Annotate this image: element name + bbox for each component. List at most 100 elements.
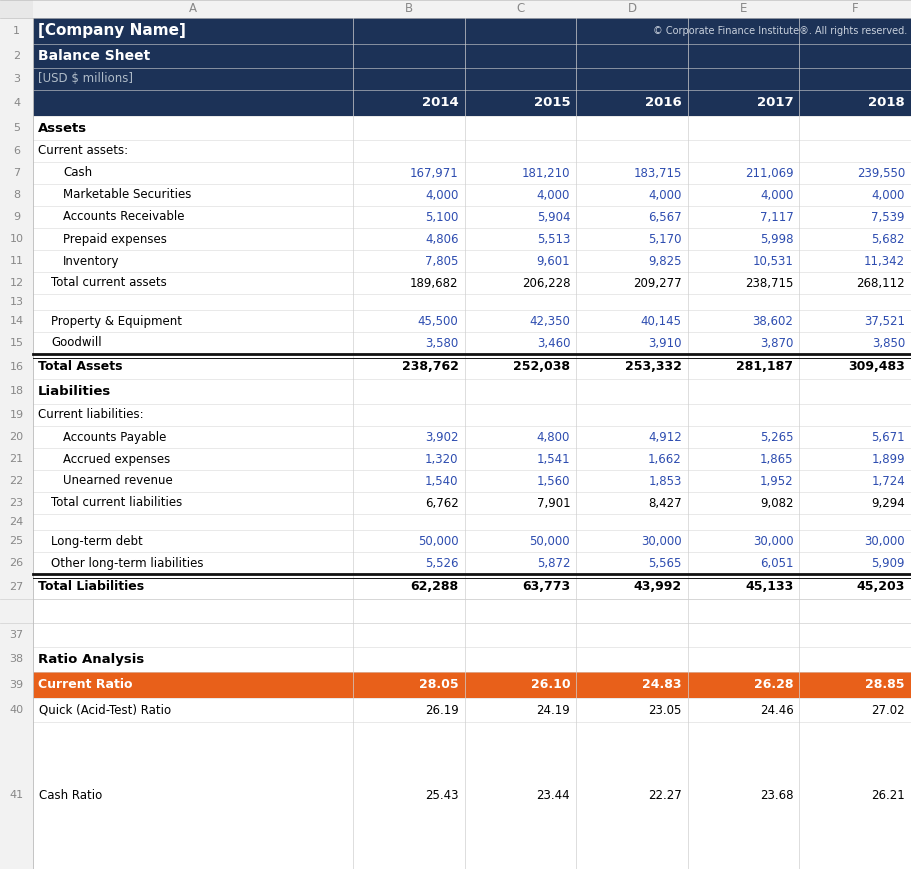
- Text: 1,952: 1,952: [760, 474, 793, 488]
- Text: 38: 38: [9, 654, 24, 665]
- Text: Accounts Receivable: Accounts Receivable: [63, 210, 185, 223]
- Text: 3,870: 3,870: [760, 336, 793, 349]
- Text: A: A: [189, 3, 197, 16]
- Bar: [33, 514, 911, 530]
- Text: 45,203: 45,203: [856, 580, 905, 593]
- Bar: [33, 354, 911, 379]
- Text: 4,000: 4,000: [760, 189, 793, 202]
- Text: 43,992: 43,992: [634, 580, 681, 593]
- Text: 268,112: 268,112: [856, 276, 905, 289]
- Text: 9,082: 9,082: [760, 496, 793, 509]
- Text: 10,531: 10,531: [752, 255, 793, 268]
- Bar: [33, 228, 911, 250]
- Text: 238,762: 238,762: [402, 360, 458, 373]
- Text: 5,265: 5,265: [760, 430, 793, 443]
- Text: [Company Name]: [Company Name]: [38, 23, 186, 38]
- Text: Accrued expenses: Accrued expenses: [63, 453, 170, 466]
- Bar: [33, 272, 911, 294]
- Bar: [33, 404, 911, 426]
- Bar: [0, 184, 33, 206]
- Text: 2018: 2018: [868, 96, 905, 109]
- Text: 1,662: 1,662: [648, 453, 681, 466]
- Text: Long-term debt: Long-term debt: [51, 534, 143, 547]
- Bar: [0, 294, 33, 310]
- Bar: [0, 379, 33, 404]
- Bar: [0, 272, 33, 294]
- Bar: [33, 250, 911, 272]
- Text: 8: 8: [13, 190, 20, 200]
- Text: 23.05: 23.05: [649, 704, 681, 717]
- Bar: [0, 404, 33, 426]
- Text: 30,000: 30,000: [641, 534, 681, 547]
- Text: 209,277: 209,277: [633, 276, 681, 289]
- Text: 1,853: 1,853: [649, 474, 681, 488]
- Text: 309,483: 309,483: [848, 360, 905, 373]
- Text: 1,899: 1,899: [872, 453, 905, 466]
- Text: 281,187: 281,187: [736, 360, 793, 373]
- Text: 40: 40: [9, 705, 24, 715]
- Bar: [0, 354, 33, 379]
- Text: 28.85: 28.85: [865, 679, 905, 692]
- Text: 38,602: 38,602: [752, 315, 793, 328]
- Bar: [0, 514, 33, 530]
- Bar: [0, 647, 33, 672]
- Bar: [33, 116, 911, 140]
- Text: 5,909: 5,909: [872, 556, 905, 569]
- Text: 189,682: 189,682: [410, 276, 458, 289]
- Text: 21: 21: [9, 454, 24, 464]
- Text: 7,117: 7,117: [760, 210, 793, 223]
- Text: 5,671: 5,671: [872, 430, 905, 443]
- Text: 9,601: 9,601: [537, 255, 570, 268]
- Bar: [0, 698, 33, 722]
- Bar: [0, 599, 33, 623]
- Text: 23.44: 23.44: [537, 789, 570, 802]
- Bar: [0, 116, 33, 140]
- Bar: [0, 623, 33, 647]
- Text: Property & Equipment: Property & Equipment: [51, 315, 182, 328]
- Text: 20: 20: [9, 432, 24, 442]
- Text: 1,865: 1,865: [760, 453, 793, 466]
- Text: 26: 26: [9, 558, 24, 568]
- Bar: [0, 250, 33, 272]
- Bar: [33, 599, 911, 623]
- Text: Goodwill: Goodwill: [51, 336, 102, 349]
- Text: 11: 11: [9, 256, 24, 266]
- Text: 3,460: 3,460: [537, 336, 570, 349]
- Text: 4,800: 4,800: [537, 430, 570, 443]
- Bar: [0, 722, 33, 869]
- Text: B: B: [404, 3, 413, 16]
- Bar: [33, 18, 911, 44]
- Text: 12: 12: [9, 278, 24, 288]
- Text: 26.19: 26.19: [425, 704, 458, 717]
- Text: 26.21: 26.21: [871, 789, 905, 802]
- Text: 14: 14: [9, 316, 24, 326]
- Text: 6: 6: [13, 146, 20, 156]
- Bar: [33, 162, 911, 184]
- Text: 8,427: 8,427: [648, 496, 681, 509]
- Text: Ratio Analysis: Ratio Analysis: [38, 653, 144, 666]
- Text: 10: 10: [9, 234, 24, 244]
- Text: 4,912: 4,912: [648, 430, 681, 443]
- Text: Cash: Cash: [63, 167, 92, 180]
- Text: 27.02: 27.02: [872, 704, 905, 717]
- Text: 238,715: 238,715: [745, 276, 793, 289]
- Text: 6,051: 6,051: [760, 556, 793, 569]
- Text: 181,210: 181,210: [522, 167, 570, 180]
- Bar: [33, 492, 911, 514]
- Text: 40,145: 40,145: [640, 315, 681, 328]
- Text: 3,580: 3,580: [425, 336, 458, 349]
- Text: 1,724: 1,724: [871, 474, 905, 488]
- Text: Total current liabilities: Total current liabilities: [51, 496, 182, 509]
- Text: Cash Ratio: Cash Ratio: [39, 789, 102, 802]
- Bar: [0, 530, 33, 552]
- Bar: [33, 332, 911, 354]
- Text: 23.68: 23.68: [760, 789, 793, 802]
- Text: 3,850: 3,850: [872, 336, 905, 349]
- Bar: [0, 672, 33, 698]
- Text: 9: 9: [13, 212, 20, 222]
- Text: 28.05: 28.05: [419, 679, 458, 692]
- Text: 5,904: 5,904: [537, 210, 570, 223]
- Bar: [33, 698, 911, 722]
- Text: 50,000: 50,000: [418, 534, 458, 547]
- Bar: [0, 470, 33, 492]
